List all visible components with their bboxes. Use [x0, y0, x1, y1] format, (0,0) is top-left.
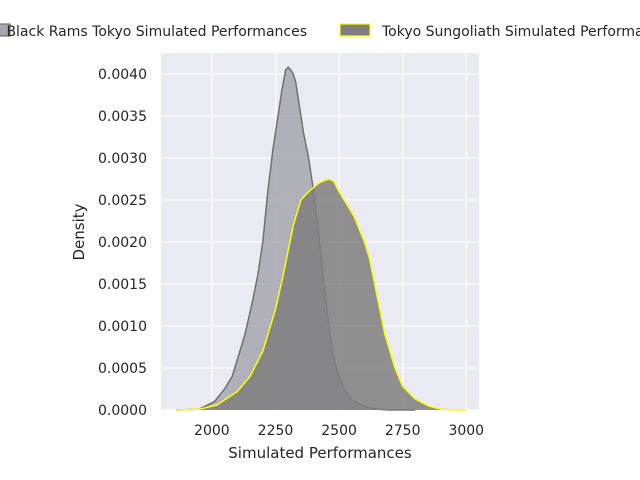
x-tick-label: 2500 — [321, 423, 357, 439]
legend-label-black-rams: Black Rams Tokyo Simulated Performances — [6, 24, 307, 40]
y-tick-label: 0.0000 — [98, 403, 147, 419]
x-axis-ticks: 2000 2250 2500 2750 3000 — [194, 423, 484, 439]
y-tick-label: 0.0005 — [98, 361, 147, 377]
density-area-1 — [176, 179, 467, 410]
x-tick-label: 2250 — [258, 423, 294, 439]
y-axis-label: Density — [70, 203, 88, 260]
y-tick-label: 0.0035 — [98, 109, 147, 125]
density-line-1 — [176, 178, 467, 411]
density-areas — [176, 66, 467, 411]
y-tick-label: 0.0020 — [98, 235, 147, 251]
x-tick-label: 2000 — [194, 423, 230, 439]
legend-swatch-tokyo-sungoliath — [339, 23, 371, 37]
y-tick-label: 0.0015 — [98, 277, 147, 293]
y-tick-label: 0.0010 — [98, 319, 147, 335]
x-tick-label: 2750 — [385, 423, 421, 439]
legend-swatch-black-rams — [0, 23, 11, 37]
y-axis-ticks: 0.0000 0.0005 0.0010 0.0015 0.0020 0.0025 0.00… — [98, 67, 147, 419]
y-tick-label: 0.0030 — [98, 151, 147, 167]
legend-label-tokyo-sungoliath: Tokyo Sungoliath Simulated Performances — [381, 24, 640, 40]
y-tick-label: 0.0025 — [98, 193, 147, 209]
legend: Black Rams Tokyo Simulated Performances … — [0, 23, 640, 40]
x-tick-label: 3000 — [448, 423, 484, 439]
x-axis-label: Simulated Performances — [228, 444, 412, 462]
y-tick-label: 0.0040 — [98, 67, 147, 83]
